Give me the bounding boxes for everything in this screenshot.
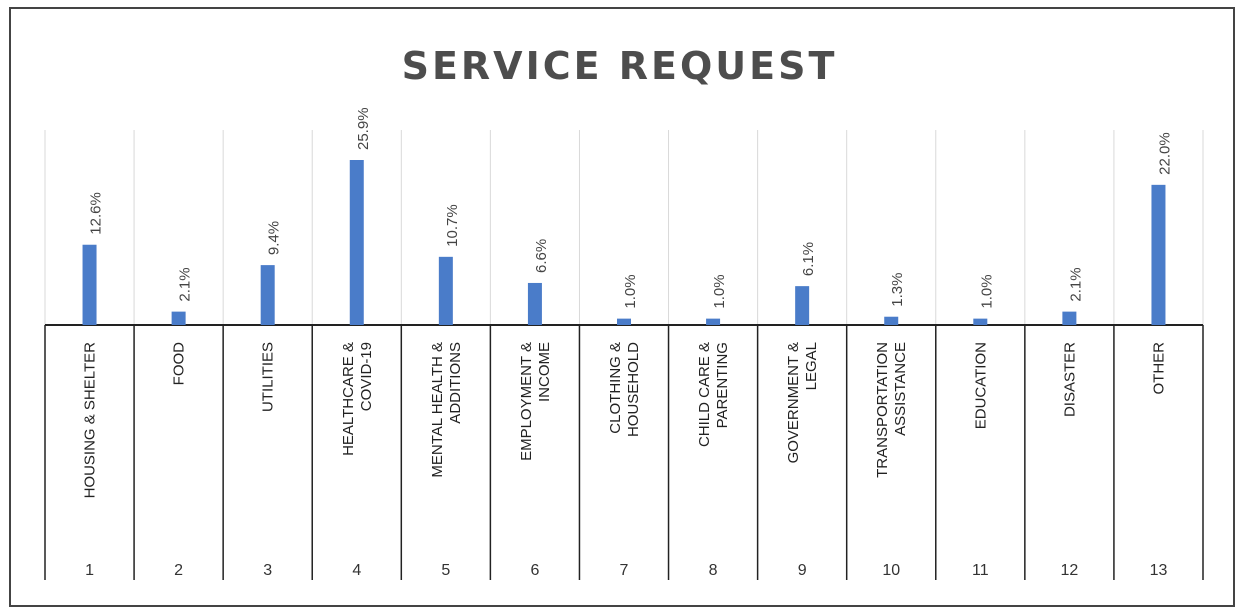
category-index: 2: [174, 562, 183, 579]
category-label: OTHER: [1150, 342, 1167, 395]
data-label: 22.0%: [1156, 132, 1173, 175]
bar: [1151, 184, 1166, 325]
category-label: LEGAL: [803, 342, 820, 390]
data-label: 1.3%: [889, 273, 906, 307]
category-label: INCOME: [536, 342, 553, 402]
category-label: COVID-19: [358, 342, 375, 411]
data-label: 1.0%: [978, 274, 995, 308]
data-label: 6.1%: [800, 242, 817, 276]
data-label: 2.1%: [177, 267, 194, 301]
category-index: 11: [972, 562, 989, 579]
bar: [706, 318, 721, 325]
category-index: 9: [798, 562, 807, 579]
category-index: 4: [352, 562, 361, 579]
category-label: FOOD: [171, 342, 188, 385]
bar: [617, 318, 631, 325]
bar: [349, 160, 364, 325]
category-label: CLOTHING &: [607, 342, 624, 434]
bar: [795, 286, 810, 325]
category-index: 5: [441, 562, 450, 579]
category-index: 1: [85, 562, 94, 579]
category-label: ADDITIONS: [447, 342, 464, 424]
category-label: GOVERNMENT &: [785, 342, 802, 463]
data-label: 25.9%: [355, 107, 372, 150]
bar: [973, 318, 988, 325]
chart-title: SERVICE REQUEST: [401, 44, 838, 88]
data-label: 6.6%: [533, 239, 550, 273]
category-index: 7: [620, 562, 629, 579]
data-label: 1.0%: [711, 274, 728, 308]
category-label: EDUCATION: [972, 342, 989, 429]
category-index: 6: [530, 562, 539, 579]
category-index: 10: [882, 562, 900, 579]
category-label: CHILD CARE &: [696, 342, 713, 447]
bar-chart: 12.6% HOUSING & SHELTER 1 2.1% FOOD 2 9.4% UTIL…: [44, 107, 1204, 580]
category-label: UTILITIES: [260, 342, 277, 412]
category-label: HEALTHCARE &: [340, 342, 357, 456]
bar: [82, 244, 97, 325]
data-label: 9.4%: [266, 221, 283, 255]
data-label: 10.7%: [444, 204, 461, 247]
bar: [1062, 311, 1077, 325]
category-label: MENTAL HEALTH &: [429, 342, 446, 478]
data-label: 12.6%: [88, 192, 105, 235]
bar: [438, 256, 453, 325]
bar: [260, 265, 275, 325]
data-label: 2.1%: [1067, 267, 1084, 301]
category-index: 8: [709, 562, 718, 579]
bar: [527, 282, 542, 325]
category-index: 13: [1150, 562, 1168, 579]
category-label: HOUSEHOLD: [625, 342, 642, 437]
category-index: 3: [263, 562, 272, 579]
category-label: HOUSING & SHELTER: [82, 342, 99, 499]
data-label: 1.0%: [622, 274, 639, 308]
category-index: 12: [1060, 562, 1078, 579]
category-label: ASSISTANCE: [892, 342, 909, 436]
bar: [171, 311, 186, 325]
category-label: PARENTING: [714, 342, 731, 428]
category-label: TRANSPORTATION: [874, 342, 891, 478]
category-label: EMPLOYMENT &: [518, 342, 535, 461]
chart-frame: [9, 7, 1235, 607]
bar: [884, 316, 899, 325]
category-label: DISASTER: [1061, 342, 1078, 417]
